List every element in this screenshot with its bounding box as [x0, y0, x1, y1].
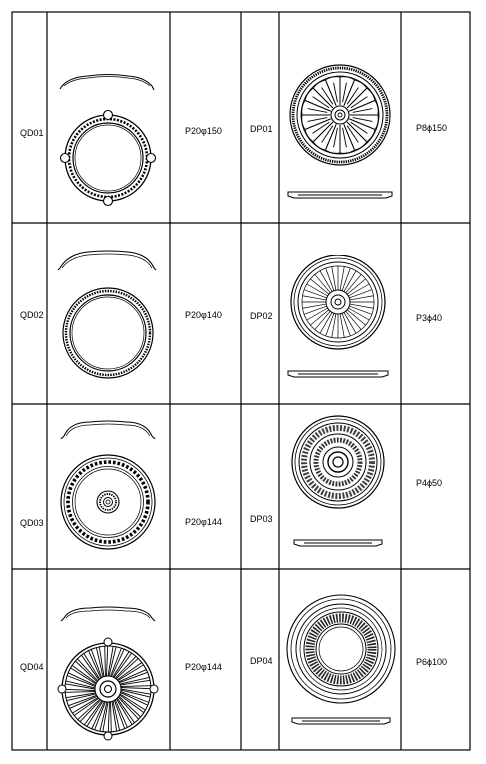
- row1-left-code: QD01: [20, 128, 44, 138]
- row3-left-spec: P20φ144: [185, 517, 222, 527]
- rosette-dentil-drawing: [286, 594, 396, 725]
- ring-plain-drawing: [57, 250, 157, 379]
- row3-right-code: DP03: [250, 514, 273, 524]
- row2-right-code: DP02: [250, 311, 273, 321]
- rosette-radial-drawing: [287, 255, 389, 378]
- row4-right-code: DP04: [250, 656, 273, 666]
- row1-right-spec: P8ϕ150: [416, 123, 448, 133]
- ring-beaded-drawing: [60, 420, 156, 550]
- row3-right-spec: P4ϕ50: [416, 478, 443, 488]
- row3-left-code: QD03: [20, 518, 44, 528]
- row4-left-spec: P20φ144: [185, 662, 222, 672]
- medallion-ribbed-drawing: [57, 606, 159, 741]
- row4-right-spec: P6ϕ100: [416, 657, 448, 667]
- ring-wreath-drawing: [59, 73, 157, 207]
- rosette-petal-drawing: [287, 64, 393, 199]
- row2-right-spec: P3ϕ40: [416, 313, 443, 323]
- rosette-ornate-drawing: [291, 415, 385, 547]
- row4-left-code: QD04: [20, 662, 44, 672]
- row1-left-spec: P20φ150: [185, 126, 222, 136]
- row2-left-code: QD02: [20, 310, 44, 320]
- row1-right-code: DP01: [250, 124, 273, 134]
- row2-left-spec: P20φ140: [185, 310, 222, 320]
